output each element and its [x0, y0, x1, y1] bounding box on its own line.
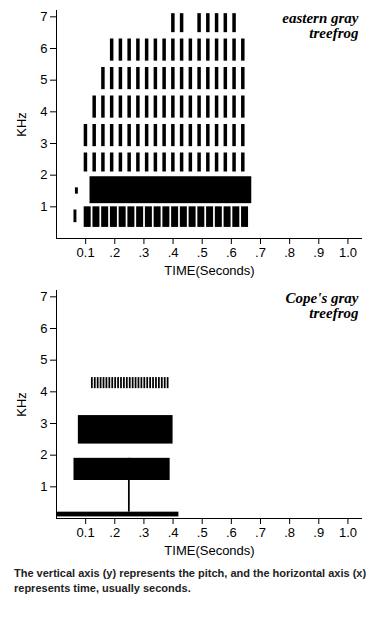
- svg-text:0.1: 0.1: [77, 245, 95, 260]
- svg-text:.8: .8: [284, 525, 295, 540]
- svg-text:1: 1: [40, 199, 47, 214]
- svg-text:TIME(Seconds): TIME(Seconds): [164, 543, 254, 558]
- svg-text:7: 7: [40, 9, 47, 24]
- svg-text:.4: .4: [168, 525, 179, 540]
- svg-text:1.0: 1.0: [339, 245, 357, 260]
- svg-text:.5: .5: [197, 525, 208, 540]
- svg-text:4: 4: [40, 104, 47, 119]
- svg-text:4: 4: [40, 384, 47, 399]
- svg-text:.7: .7: [255, 525, 266, 540]
- svg-text:KHz: KHz: [14, 392, 29, 417]
- svg-text:.2: .2: [109, 245, 120, 260]
- svg-text:.6: .6: [226, 525, 237, 540]
- svg-text:5: 5: [40, 72, 47, 87]
- svg-text:.4: .4: [168, 245, 179, 260]
- svg-text:5: 5: [40, 352, 47, 367]
- svg-text:eastern graytreefrog: eastern graytreefrog: [282, 10, 359, 41]
- svg-text:.3: .3: [139, 245, 150, 260]
- html-text:The vertical axis (y) represen: The vertical axis (y) represents the pit…: [14, 567, 367, 594]
- svg-text:Cope's graytreefrog: Cope's graytreefrog: [286, 290, 359, 321]
- svg-text:.5: .5: [197, 245, 208, 260]
- svg-text:.8: .8: [284, 245, 295, 260]
- svg-text:.3: .3: [139, 525, 150, 540]
- svg-text:0.1: 0.1: [77, 525, 95, 540]
- svg-text:7: 7: [40, 289, 47, 304]
- svg-text:.7: .7: [255, 245, 266, 260]
- svg-text:.6: .6: [226, 245, 237, 260]
- svg-text:.2: .2: [109, 525, 120, 540]
- svg-text:TIME(Seconds): TIME(Seconds): [164, 263, 254, 278]
- svg-text:KHz: KHz: [14, 112, 29, 137]
- svg-text:.9: .9: [313, 245, 324, 260]
- svg-text:6: 6: [40, 321, 47, 336]
- svg-text:2: 2: [40, 447, 47, 462]
- svg-text:3: 3: [40, 136, 47, 151]
- svg-text:2: 2: [40, 167, 47, 182]
- svg-text:1.0: 1.0: [339, 525, 357, 540]
- svg-text:1: 1: [40, 479, 47, 494]
- svg-text:6: 6: [40, 41, 47, 56]
- svg-text:3: 3: [40, 416, 47, 431]
- svg-text:.9: .9: [313, 525, 324, 540]
